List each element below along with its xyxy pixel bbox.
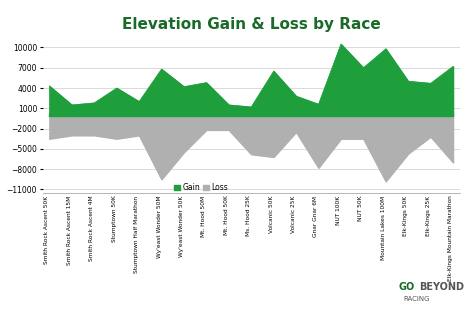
Text: GO: GO bbox=[398, 282, 414, 292]
Title: Elevation Gain & Loss by Race: Elevation Gain & Loss by Race bbox=[122, 17, 381, 32]
Text: BEYOND: BEYOND bbox=[419, 282, 465, 292]
Legend: Gain, Loss: Gain, Loss bbox=[171, 180, 231, 195]
Text: RACING: RACING bbox=[403, 296, 429, 302]
